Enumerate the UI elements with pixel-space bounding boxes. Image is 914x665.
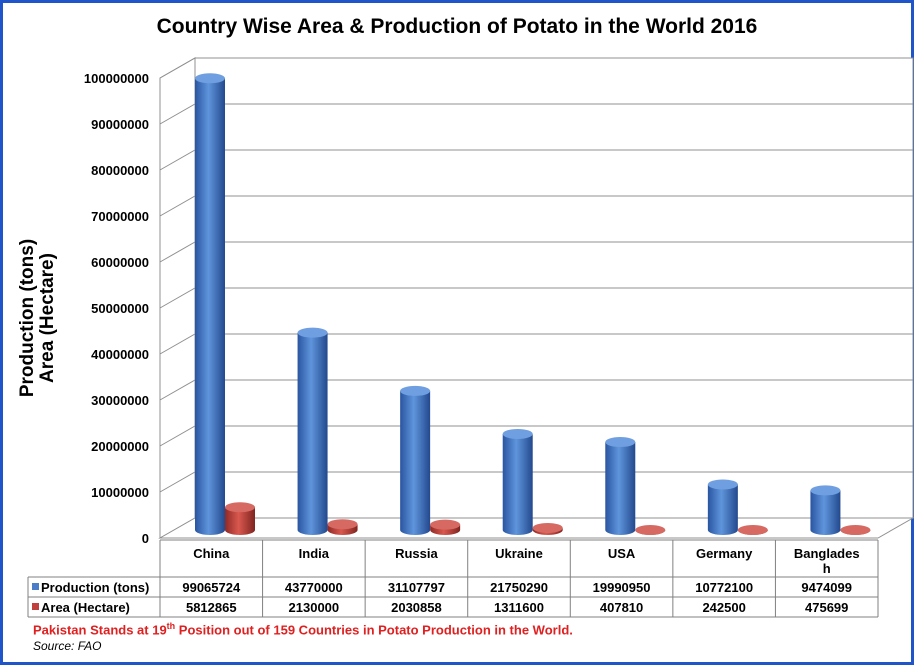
data-label: 2130000 xyxy=(289,600,340,615)
bar-production-germany-body xyxy=(707,484,738,535)
bar-area-germany xyxy=(737,525,768,535)
bar-area-germany-top xyxy=(737,525,768,535)
bar-area-india xyxy=(327,519,358,535)
y-tick-label: 10000000 xyxy=(91,485,149,500)
bar-production-usa-body xyxy=(605,442,636,535)
bar-production-usa xyxy=(605,437,636,535)
bar-production-russia xyxy=(400,385,431,535)
category-label: Russia xyxy=(395,546,438,561)
bar-area-usa-top xyxy=(635,525,666,535)
bar-production-bangladesh-top xyxy=(810,485,841,496)
bar-production-china-body xyxy=(195,78,225,535)
category-label: Ukraine xyxy=(495,546,543,561)
y-tick-label: 90000000 xyxy=(91,117,149,132)
data-label: 1311600 xyxy=(494,600,544,615)
bar-production-usa-top xyxy=(605,437,636,448)
footnote-superscript: th xyxy=(166,621,176,631)
legend-label: Area (Hectare) xyxy=(41,600,130,615)
data-label: 475699 xyxy=(805,600,848,615)
bar-area-ukraine-top xyxy=(532,522,563,533)
y-axis-title: Production (tons) xyxy=(17,239,38,397)
legend-label: Production (tons) xyxy=(41,580,149,595)
bar-production-germany xyxy=(707,479,738,535)
y-tick-label: 50000000 xyxy=(91,301,149,316)
data-label: 5812865 xyxy=(186,600,237,615)
y-tick-label: 30000000 xyxy=(91,393,149,408)
category-label: Banglades xyxy=(794,546,860,561)
bar-production-india-top xyxy=(297,327,328,338)
bar-production-china xyxy=(195,73,225,535)
bar-area-india-top xyxy=(327,519,358,530)
data-label: 407810 xyxy=(600,600,643,615)
source-note: Source: FAO xyxy=(33,639,102,653)
bar-production-ukraine-top xyxy=(502,428,533,439)
data-label: 19990950 xyxy=(593,580,651,595)
bar-production-china-top xyxy=(195,73,225,84)
footnote: Pakistan Stands at 19th Position out of … xyxy=(33,621,573,637)
gridline xyxy=(159,57,913,79)
bar-area-china-body xyxy=(225,507,255,535)
bar-area-russia xyxy=(430,519,461,535)
data-label: 21750290 xyxy=(490,580,548,595)
bar-production-india-body xyxy=(297,332,328,535)
data-label: 2030858 xyxy=(391,600,442,615)
data-label: 10772100 xyxy=(695,580,753,595)
footnote-suffix: Position out of 159 Countries in Potato … xyxy=(175,622,573,638)
footnote-prefix: Pakistan Stands at 19 xyxy=(33,622,167,638)
data-label: 242500 xyxy=(702,600,745,615)
chart-title: Country Wise Area & Production of Potato… xyxy=(157,15,758,38)
y-tick-label: 70000000 xyxy=(91,209,149,224)
bar-area-usa xyxy=(635,525,666,535)
y-axis-title: Area (Hectare) xyxy=(37,253,58,383)
bar-production-bangladesh-body xyxy=(810,490,841,535)
bar-production-ukraine xyxy=(502,428,533,535)
bar-production-russia-body xyxy=(400,390,431,535)
y-tick-label: 20000000 xyxy=(91,439,149,454)
bar-area-russia-top xyxy=(430,519,461,530)
bar-production-bangladesh xyxy=(810,485,841,535)
data-label: 31107797 xyxy=(388,580,445,595)
y-tick-label: 100000000 xyxy=(84,71,149,86)
bar-production-russia-top xyxy=(400,385,431,396)
bar-area-ukraine xyxy=(532,522,563,535)
data-label: 9474099 xyxy=(801,580,852,595)
y-tick-label: 40000000 xyxy=(91,347,149,362)
bar-production-ukraine-body xyxy=(502,433,533,535)
bar-production-india xyxy=(297,327,328,535)
data-label: 43770000 xyxy=(285,580,343,595)
bar-area-china-top xyxy=(225,502,255,513)
bar-area-bangladesh-top xyxy=(840,525,871,535)
category-label: China xyxy=(193,546,230,561)
bar-production-germany-top xyxy=(707,479,738,490)
y-tick-label: 80000000 xyxy=(91,163,149,178)
legend-swatch xyxy=(32,583,39,590)
category-label: h xyxy=(823,561,831,576)
legend-swatch xyxy=(32,603,39,610)
data-label: 99065724 xyxy=(182,580,241,595)
bar-area-china xyxy=(225,502,255,535)
y-tick-label: 60000000 xyxy=(91,255,149,270)
category-label: USA xyxy=(608,546,636,561)
category-label: Germany xyxy=(696,546,753,561)
bar-area-bangladesh xyxy=(840,525,871,535)
y-tick-label: 0 xyxy=(142,531,149,546)
category-label: India xyxy=(299,546,330,561)
